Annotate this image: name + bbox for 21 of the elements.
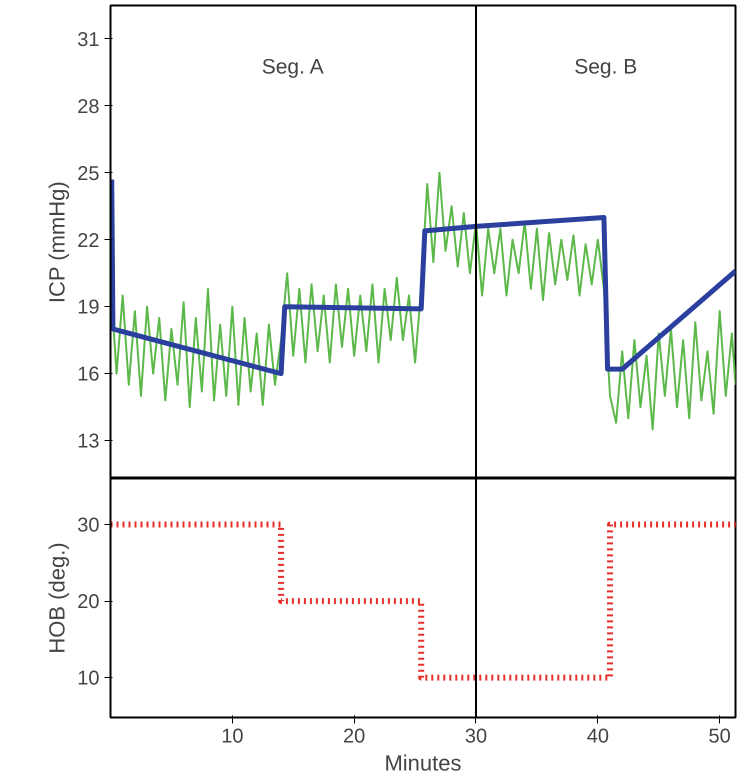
y-tick-label: 31 [77,28,100,51]
y-tick-label: 28 [77,96,100,118]
x-tick-label: 20 [343,726,366,748]
y-tick-label: 13 [77,430,100,453]
x-axis-title: Minutes [384,750,462,776]
y-tick-label: 20 [77,591,100,614]
x-tick-label: 50 [708,726,731,748]
y-axis-title: ICP (mmHg) [44,181,70,304]
y-tick-label: 30 [77,514,100,536]
x-tick-label: 10 [221,726,244,748]
y-tick-label: 25 [77,162,100,185]
y-tick-label: 10 [77,668,100,690]
y-tick-label: 22 [77,230,100,252]
y-tick-label: 16 [77,364,100,386]
x-tick-label: 40 [586,726,609,748]
x-tick-label: 30 [464,726,488,748]
annotation: Seg. B [574,55,638,78]
y-axis-title: HOB (deg.) [44,542,70,654]
y-tick-label: 19 [77,296,100,319]
line-series [112,172,736,430]
annotation: Seg. A [262,55,324,78]
